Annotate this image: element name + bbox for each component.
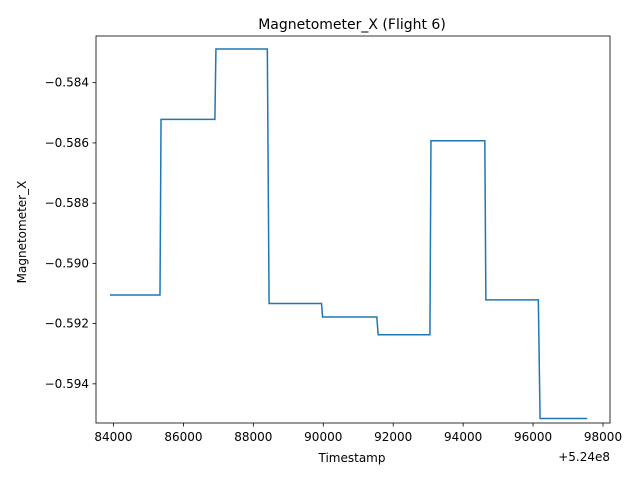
y-tick-label: −0.586 — [45, 136, 89, 150]
y-axis: −0.594 −0.592 −0.590 −0.588 −0.586 −0.584 — [45, 76, 96, 391]
y-axis-label: Magnetometer_X — [15, 181, 29, 284]
y-tick-label: −0.590 — [45, 256, 89, 270]
x-offset-label: +5.24e8 — [558, 450, 610, 464]
x-tick-label: 84000 — [94, 430, 132, 444]
x-tick-label: 92000 — [374, 430, 412, 444]
x-tick-label: 86000 — [164, 430, 202, 444]
x-tick-label: 94000 — [444, 430, 482, 444]
y-tick-label: −0.592 — [45, 317, 89, 331]
y-tick-label: −0.594 — [45, 377, 89, 391]
x-tick-label: 98000 — [584, 430, 622, 444]
chart-title: Magnetometer_X (Flight 6) — [258, 17, 446, 33]
plot-frame — [95, 35, 611, 424]
x-axis-label: Timestamp — [318, 451, 386, 465]
y-tick-label: −0.588 — [45, 196, 89, 210]
x-tick-label: 96000 — [514, 430, 552, 444]
x-axis: 84000 86000 88000 90000 92000 94000 96000 98000 — [94, 423, 622, 444]
plot-area — [95, 35, 611, 424]
x-tick-label: 88000 — [234, 430, 272, 444]
x-tick-label: 90000 — [304, 430, 342, 444]
series-line-0 — [109, 48, 588, 420]
y-tick-label: −0.584 — [45, 76, 89, 90]
